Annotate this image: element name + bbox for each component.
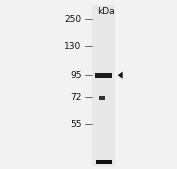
Bar <box>96 160 112 164</box>
Text: 55: 55 <box>70 120 81 129</box>
Text: 95: 95 <box>70 71 81 80</box>
Bar <box>92 5 115 166</box>
Text: kDa: kDa <box>97 7 115 16</box>
Polygon shape <box>118 72 123 79</box>
Bar <box>95 73 112 78</box>
Bar <box>99 96 105 100</box>
Text: 250: 250 <box>64 15 81 24</box>
Text: 130: 130 <box>64 42 81 51</box>
Text: 72: 72 <box>70 93 81 102</box>
